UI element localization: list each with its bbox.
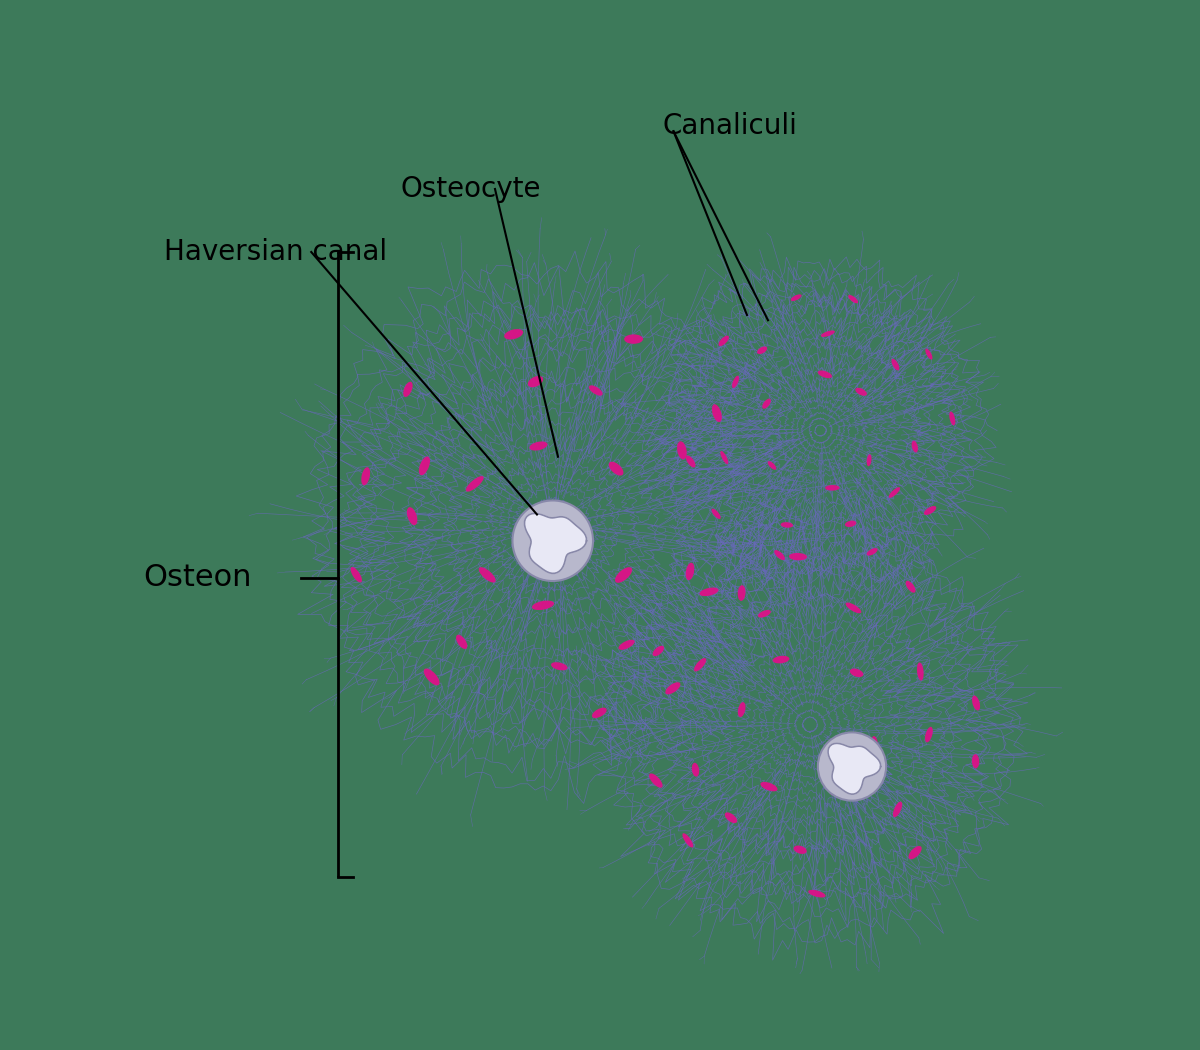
Ellipse shape [949,412,955,425]
Ellipse shape [719,336,728,346]
Ellipse shape [479,567,496,583]
Ellipse shape [774,550,785,560]
Ellipse shape [361,467,370,485]
Ellipse shape [893,801,902,817]
Ellipse shape [665,682,680,694]
Ellipse shape [788,553,808,561]
Ellipse shape [773,656,790,664]
Ellipse shape [846,603,862,613]
Ellipse shape [972,695,980,711]
Circle shape [512,501,593,581]
Ellipse shape [504,329,523,339]
Ellipse shape [403,382,413,397]
Ellipse shape [848,295,858,303]
Ellipse shape [618,639,635,650]
Ellipse shape [925,349,932,359]
Text: Canaliculi: Canaliculi [662,112,798,140]
Ellipse shape [892,359,899,371]
Text: Osteocyte: Osteocyte [401,175,541,203]
Ellipse shape [906,581,916,593]
Ellipse shape [793,845,806,854]
Ellipse shape [845,521,857,527]
Ellipse shape [850,669,863,677]
Ellipse shape [791,294,802,301]
Ellipse shape [732,376,739,388]
Ellipse shape [649,774,662,788]
Ellipse shape [762,399,770,408]
Ellipse shape [551,663,568,670]
Ellipse shape [589,385,602,396]
Ellipse shape [350,567,362,583]
Ellipse shape [694,658,707,671]
Ellipse shape [653,646,664,656]
Ellipse shape [614,567,632,583]
Ellipse shape [908,846,922,859]
Ellipse shape [685,563,695,581]
Ellipse shape [871,736,878,754]
Text: Haversian canal: Haversian canal [164,238,388,266]
Ellipse shape [691,762,700,777]
Ellipse shape [889,487,900,498]
Ellipse shape [677,441,686,460]
Ellipse shape [758,610,770,617]
Text: Osteon: Osteon [143,563,252,592]
Polygon shape [828,743,881,794]
Ellipse shape [419,457,430,476]
Ellipse shape [866,548,877,555]
Ellipse shape [624,334,643,343]
Ellipse shape [917,663,924,680]
Ellipse shape [700,588,719,596]
Ellipse shape [424,669,439,686]
Ellipse shape [683,834,694,847]
Ellipse shape [738,585,745,601]
Ellipse shape [821,331,835,337]
Ellipse shape [912,441,918,453]
Ellipse shape [817,371,832,378]
Ellipse shape [808,889,826,898]
Ellipse shape [608,462,624,476]
Ellipse shape [686,456,696,467]
Ellipse shape [532,601,554,610]
Ellipse shape [712,508,721,519]
Ellipse shape [529,441,547,450]
Ellipse shape [466,476,484,491]
Ellipse shape [781,522,793,528]
Ellipse shape [866,455,871,466]
Ellipse shape [407,507,418,525]
Ellipse shape [761,782,778,792]
Ellipse shape [830,790,848,796]
Ellipse shape [738,702,745,717]
Ellipse shape [826,485,840,490]
Ellipse shape [856,387,866,396]
Ellipse shape [592,708,607,718]
Ellipse shape [528,376,544,387]
Ellipse shape [725,813,737,823]
Ellipse shape [972,754,979,769]
Ellipse shape [768,461,776,469]
Polygon shape [524,513,587,573]
Ellipse shape [925,727,932,742]
Ellipse shape [924,506,936,514]
Ellipse shape [456,634,467,649]
Ellipse shape [712,404,722,422]
Circle shape [818,732,886,801]
Ellipse shape [757,346,767,354]
Ellipse shape [720,452,728,464]
